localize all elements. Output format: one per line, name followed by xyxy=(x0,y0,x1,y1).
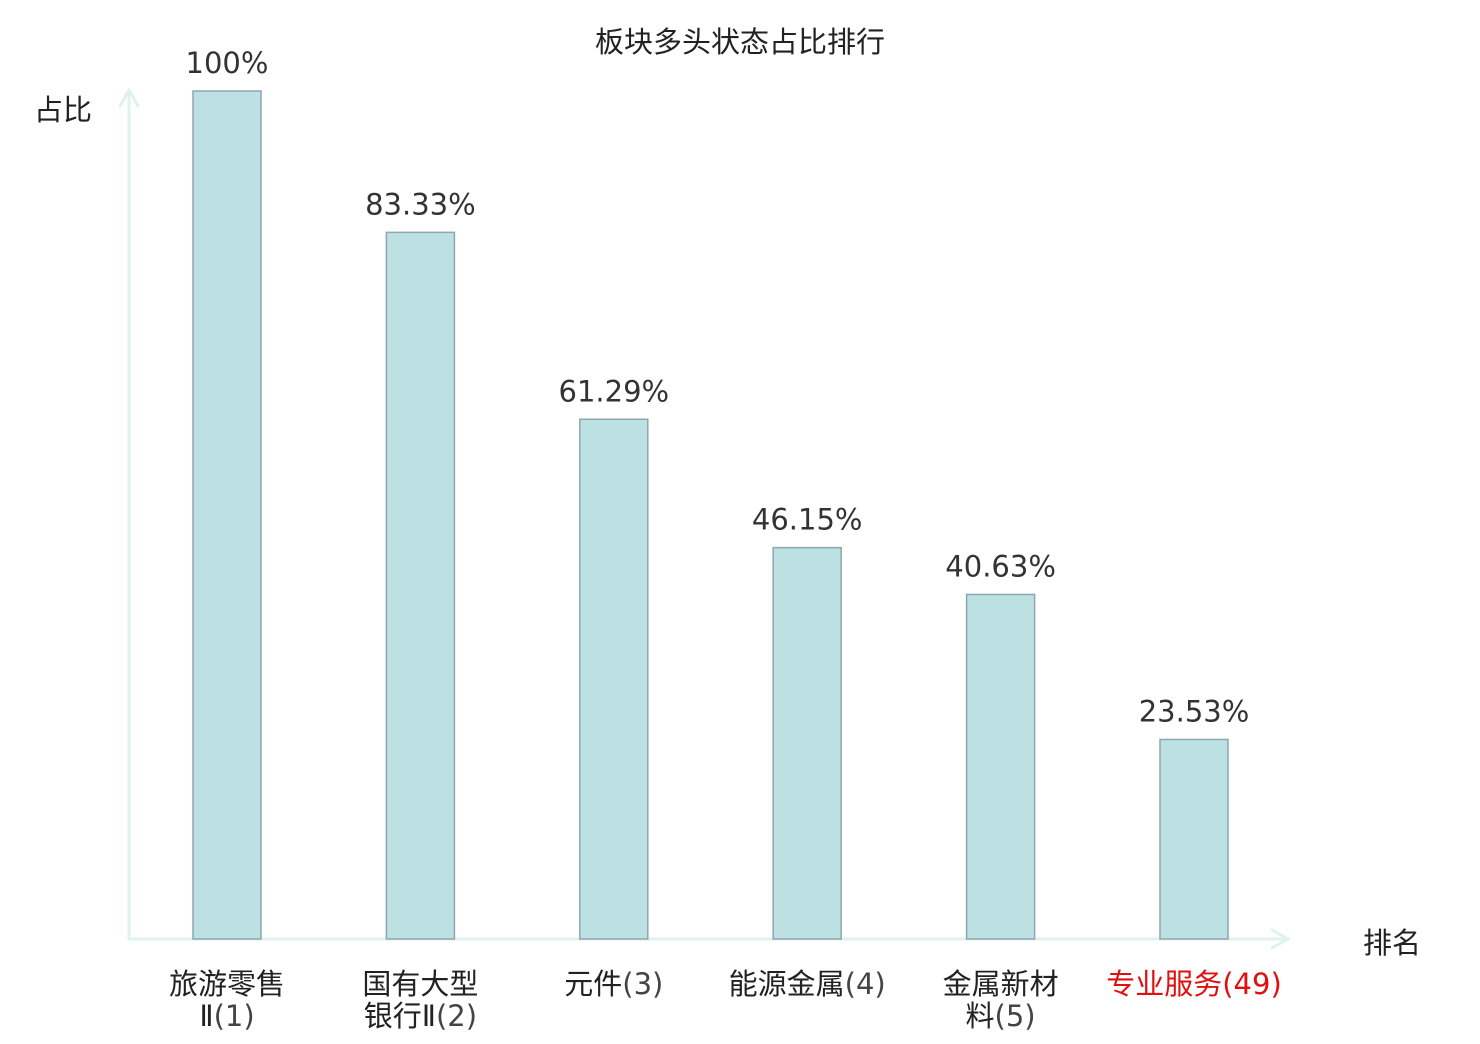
data-label: 40.63% xyxy=(945,549,1056,583)
bar xyxy=(772,546,842,940)
value-labels-group: 100% 83.33% 61.29% 46.15% 40.63% 23.53% xyxy=(186,46,1250,728)
x-tick-label: 元件(3) xyxy=(564,967,663,1001)
x-tick-label: 金属新材料(5) xyxy=(943,967,1059,1033)
bar xyxy=(579,418,649,940)
bars-group xyxy=(192,90,1229,940)
data-label: 61.29% xyxy=(559,374,670,408)
data-label: 100% xyxy=(186,46,269,80)
bar xyxy=(385,231,456,940)
bar xyxy=(1159,738,1229,940)
x-tick-label: 能源金属(4) xyxy=(729,967,886,1001)
x-axis-label: 排名 xyxy=(1363,926,1421,960)
x-tick-label: 专业服务(49) xyxy=(1106,967,1282,1001)
bar xyxy=(192,90,262,940)
y-axis-arrow xyxy=(118,88,140,108)
x-axis-arrow xyxy=(1270,928,1290,950)
data-label: 46.15% xyxy=(752,503,863,537)
x-tick-label: 旅游零售 Ⅱ(1) xyxy=(169,967,285,1033)
data-label: 83.33% xyxy=(365,187,476,221)
x-tick-label: 国有大型银行Ⅱ(2) xyxy=(362,967,478,1033)
chart-title: 板块多头状态占比排行 xyxy=(595,25,885,59)
data-label: 23.53% xyxy=(1139,694,1250,728)
axes xyxy=(118,88,1290,950)
bar xyxy=(965,593,1036,940)
y-axis-label: 占比 xyxy=(34,93,92,127)
category-labels-group: 旅游零售 Ⅱ(1) 国有大型银行Ⅱ(2) 元件(3) 能源金属(4) 金属新材料(5) 专业… xyxy=(169,967,1282,1033)
